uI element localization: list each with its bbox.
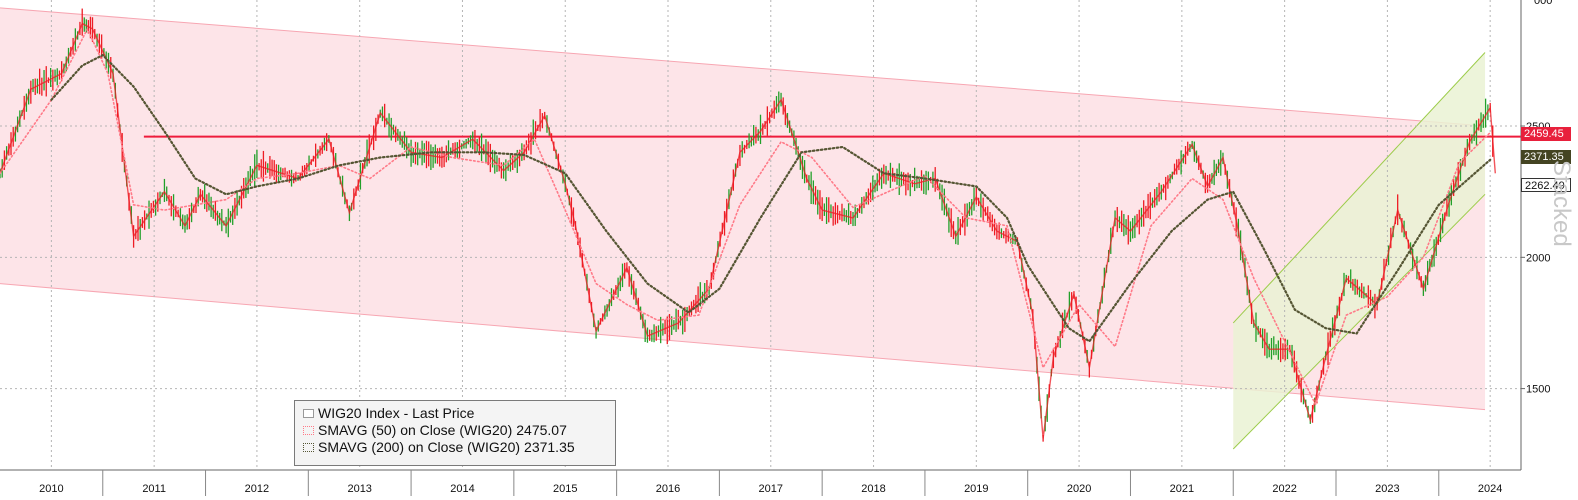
series-group: [0, 8, 1496, 442]
x-tick-label-2015: 2015: [553, 483, 577, 495]
legend-label-price: WIG20 Index - Last Price: [318, 405, 475, 421]
x-tick-label-2012: 2012: [245, 483, 269, 495]
lower-channel-tag: 2262.49: [1521, 178, 1571, 192]
legend-item-ma50: SMAVG (50) on Close (WIG20) 2475.07: [303, 422, 609, 439]
channels: [0, 7, 1486, 450]
x-tick-label-2017: 2017: [759, 483, 783, 495]
axes: [0, 0, 1522, 471]
channel-upper-0: [0, 7, 1486, 127]
legend-item-ma200: SMAVG (200) on Close (WIG20) 2371.35: [303, 439, 609, 456]
y-tick-label-top-partial: 000: [1534, 0, 1552, 7]
legend-item-price: WIG20 Index - Last Price: [303, 405, 609, 422]
channel-fill-0: [0, 7, 1486, 410]
y-tick-label-1500: 1500: [1526, 384, 1550, 396]
legend: WIG20 Index - Last Price SMAVG (50) on C…: [294, 400, 616, 466]
legend-swatch-ma200: [303, 443, 314, 452]
grid: [0, 0, 1521, 470]
x-tick-label-2021: 2021: [1170, 483, 1194, 495]
x-tick-label-2018: 2018: [861, 483, 885, 495]
x-tick-label-2019: 2019: [964, 483, 988, 495]
x-tick-label-2016: 2016: [656, 483, 680, 495]
stacked-watermark: Stacked: [1548, 160, 1575, 247]
ma200-tag: 2371.35: [1521, 150, 1571, 164]
legend-label-ma200: SMAVG (200) on Close (WIG20): [318, 439, 521, 455]
series-line-ma200: [50, 53, 1492, 343]
x-tick-label-2022: 2022: [1272, 483, 1296, 495]
x-ticks: 2010 2011 2012 2013 2014 2015 2016 2017 2018 2019…: [39, 470, 1502, 496]
x-tick-label-2014: 2014: [450, 483, 474, 495]
x-tick-label-2024: 2024: [1478, 483, 1502, 495]
legend-label-ma50: SMAVG (50) on Close (WIG20): [318, 422, 513, 438]
channel-fill-1: [1233, 52, 1486, 449]
x-tick-label-2013: 2013: [347, 483, 371, 495]
legend-value-ma50: 2475.07: [516, 422, 567, 438]
x-tick-label-2020: 2020: [1067, 483, 1091, 495]
series-line-price: [0, 22, 1496, 439]
legend-swatch-ma50: [303, 426, 314, 435]
channel-upper-1: [1232, 52, 1486, 324]
series-line-ma50: [0, 27, 1491, 407]
x-tick-label-2011: 2011: [142, 483, 166, 495]
y-tick-label-2000: 2000: [1526, 252, 1550, 264]
x-tick-label-2023: 2023: [1375, 483, 1399, 495]
channel-lower-1: [1232, 193, 1486, 450]
legend-value-ma200: 2371.35: [524, 439, 575, 455]
legend-swatch-price: [303, 409, 314, 418]
x-tick-label-2010: 2010: [39, 483, 63, 495]
last-price-tag: 2459.45: [1521, 127, 1571, 141]
